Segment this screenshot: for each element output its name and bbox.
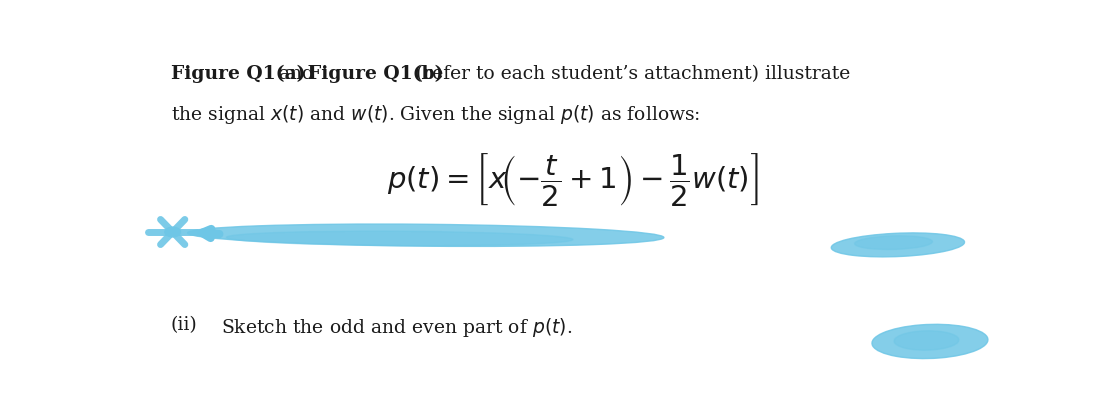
Ellipse shape xyxy=(188,224,664,247)
Text: (refer to each student’s attachment) illustrate: (refer to each student’s attachment) ill… xyxy=(410,65,851,83)
Text: $p(t) = \left[x\!\left(-\dfrac{t}{2}+1\right)-\dfrac{1}{2}w(t)\right]$: $p(t) = \left[x\!\left(-\dfrac{t}{2}+1\r… xyxy=(387,152,759,209)
Ellipse shape xyxy=(164,227,180,237)
Text: Figure Q1(b): Figure Q1(b) xyxy=(307,65,443,83)
Ellipse shape xyxy=(894,331,959,350)
Ellipse shape xyxy=(854,236,932,250)
Ellipse shape xyxy=(872,324,988,359)
Text: (ii): (ii) xyxy=(171,316,198,334)
Text: and: and xyxy=(273,65,320,83)
Text: Sketch the odd and even part of $p(t)$.: Sketch the odd and even part of $p(t)$. xyxy=(221,316,572,339)
Text: Figure Q1(a): Figure Q1(a) xyxy=(171,65,305,83)
Ellipse shape xyxy=(832,233,965,257)
Ellipse shape xyxy=(227,231,572,246)
Text: the signal $x(t)$ and $w(t)$. Given the signal $p(t)$ as follows:: the signal $x(t)$ and $w(t)$. Given the … xyxy=(171,103,700,126)
